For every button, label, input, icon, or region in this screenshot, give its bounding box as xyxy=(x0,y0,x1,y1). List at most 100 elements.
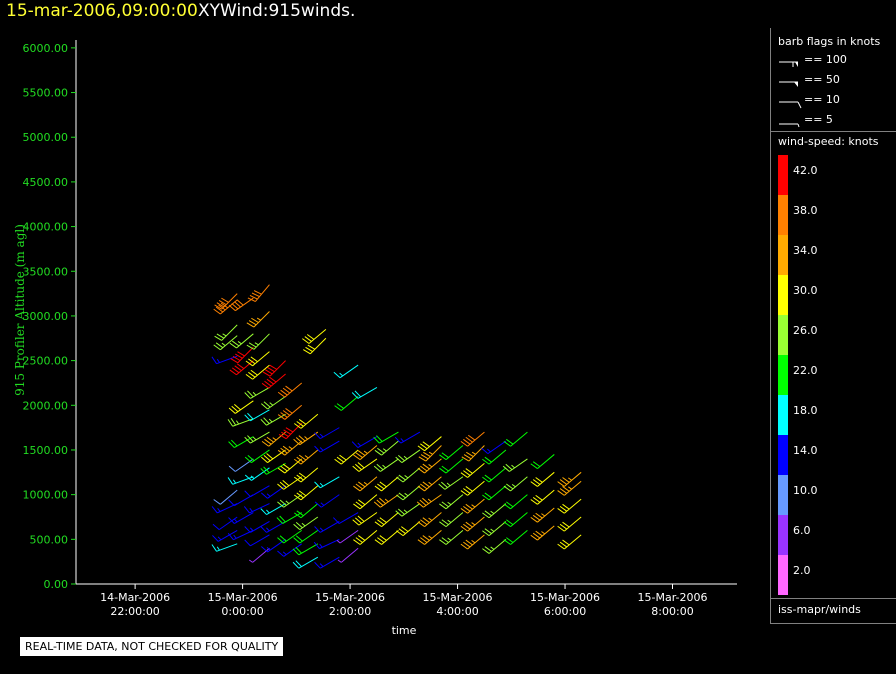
wind-barb xyxy=(503,494,528,510)
barb-feather xyxy=(465,539,473,546)
barb-staff xyxy=(234,512,254,524)
barb-feather xyxy=(244,392,251,399)
x-axis-label: time xyxy=(392,624,417,637)
barb-feather xyxy=(294,476,302,483)
barb-staff xyxy=(537,507,555,523)
barb-feather xyxy=(260,526,267,533)
flag-5-icon xyxy=(779,123,800,128)
barb-staff xyxy=(467,480,485,496)
flag-5-row: == 5 xyxy=(778,113,893,131)
wind-barb xyxy=(557,534,582,550)
barb-feather xyxy=(231,405,239,412)
y-tick-label: 0.00 xyxy=(44,578,69,591)
barb-feather xyxy=(422,517,430,523)
barb-feather xyxy=(460,543,468,550)
barb-staff xyxy=(380,494,399,508)
barb-feather xyxy=(532,532,541,539)
barb-staff xyxy=(299,529,319,544)
wind-barb xyxy=(482,503,507,519)
barb-staff xyxy=(445,494,464,510)
barb-feather xyxy=(506,438,514,445)
barb-feather xyxy=(505,463,513,471)
barb-feather xyxy=(253,290,262,295)
barb-feather xyxy=(280,412,288,418)
barb-feather xyxy=(398,474,406,481)
barb-feather xyxy=(484,492,492,499)
barb-feather xyxy=(314,526,321,533)
barb-staff xyxy=(232,418,254,427)
barb-feather xyxy=(215,342,224,349)
barb-feather xyxy=(260,468,267,475)
wind-barb xyxy=(482,521,507,536)
barb-staff xyxy=(320,427,340,440)
colorbar-label: 14.0 xyxy=(793,444,818,457)
barb-feather xyxy=(465,436,473,443)
barb-feather xyxy=(234,365,242,372)
barb-feather xyxy=(466,451,474,457)
barb-feather xyxy=(353,503,361,510)
barb-feather xyxy=(422,441,430,447)
flag-50-row: == 50 xyxy=(778,73,893,91)
barb-staff xyxy=(401,503,421,517)
barb-feather xyxy=(357,462,365,469)
wind-barb xyxy=(460,534,485,550)
barb-feather xyxy=(212,535,219,542)
wind-barb xyxy=(334,395,359,411)
barb-staff xyxy=(445,512,464,528)
wind-barb xyxy=(277,404,303,420)
wind-barb xyxy=(336,529,359,544)
wind-barb xyxy=(481,440,507,455)
colorbar-label: 18.0 xyxy=(793,404,818,417)
barb-staff xyxy=(445,445,464,461)
barb-staff xyxy=(424,512,442,528)
barb-staff xyxy=(252,364,270,380)
wind-barb xyxy=(353,476,378,492)
barb-feather xyxy=(282,387,291,394)
barb-staff xyxy=(488,467,507,483)
barb-feather xyxy=(263,417,270,424)
colorbar-label: 2.0 xyxy=(793,564,811,577)
barb-staff xyxy=(537,471,555,487)
barb-feather xyxy=(295,546,302,554)
barb-feather xyxy=(484,474,492,481)
wind-barb xyxy=(460,480,485,496)
barb-feather xyxy=(248,320,257,326)
wind-barb xyxy=(374,440,399,456)
barb-feather xyxy=(244,539,251,547)
barb-staff xyxy=(563,516,582,532)
barb-feather xyxy=(278,434,287,440)
wind-barb xyxy=(394,431,421,444)
barb-feather xyxy=(304,336,312,342)
barb-half-feather xyxy=(319,527,324,532)
barb-feather xyxy=(276,517,284,524)
barb-feather xyxy=(228,517,235,524)
barb-feather xyxy=(351,441,359,448)
barb-staff xyxy=(320,521,340,533)
wind-barb xyxy=(244,534,270,547)
barb-feather xyxy=(279,535,287,542)
barb-staff xyxy=(359,494,378,510)
wind-barb xyxy=(352,512,378,526)
barb-feather xyxy=(227,419,234,427)
barb-staff xyxy=(250,521,270,533)
barb-half-feather xyxy=(249,527,254,532)
barb-feather xyxy=(460,440,468,447)
wind-barb xyxy=(230,346,254,364)
wind-barb xyxy=(244,521,270,533)
barb-feather xyxy=(279,481,287,488)
wind-barb xyxy=(373,458,399,472)
barb-feather xyxy=(305,346,313,352)
barb-feather xyxy=(282,463,291,470)
wind-barb xyxy=(277,458,303,474)
flags-legend-title: barb flags in knots xyxy=(778,35,881,48)
barb-half-feather xyxy=(490,510,495,515)
x-tick-label-time: 8:00:00 xyxy=(651,605,693,618)
barb-staff xyxy=(269,360,286,377)
barb-half-feather xyxy=(471,539,476,544)
barb-feather xyxy=(379,517,387,523)
barb-staff xyxy=(358,458,378,472)
barb-feather xyxy=(559,488,568,494)
barb-half-feather xyxy=(319,433,324,438)
barb-staff xyxy=(221,324,238,341)
wind-barb xyxy=(374,512,399,528)
